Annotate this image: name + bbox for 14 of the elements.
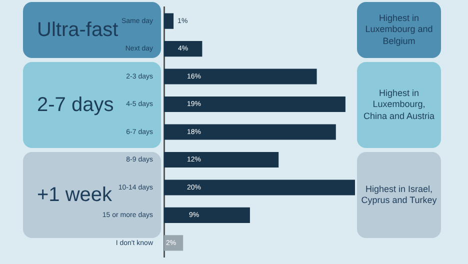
bar [164,13,174,29]
bar [164,41,202,57]
text: 2-7 days [37,94,114,116]
bar [164,152,279,168]
text: Highest in Luxembourg and Belgium [357,2,441,58]
bar [164,180,355,196]
bar [164,207,250,223]
bar [164,96,346,112]
text: Highest in Luxembourg, China and Austria [357,62,441,148]
text: Ultra-fast [37,18,118,40]
bar [164,124,336,140]
text: Highest in Israel, Cyprus and Turkey [357,152,441,238]
bar [164,68,317,84]
text: +1 week [37,184,112,206]
